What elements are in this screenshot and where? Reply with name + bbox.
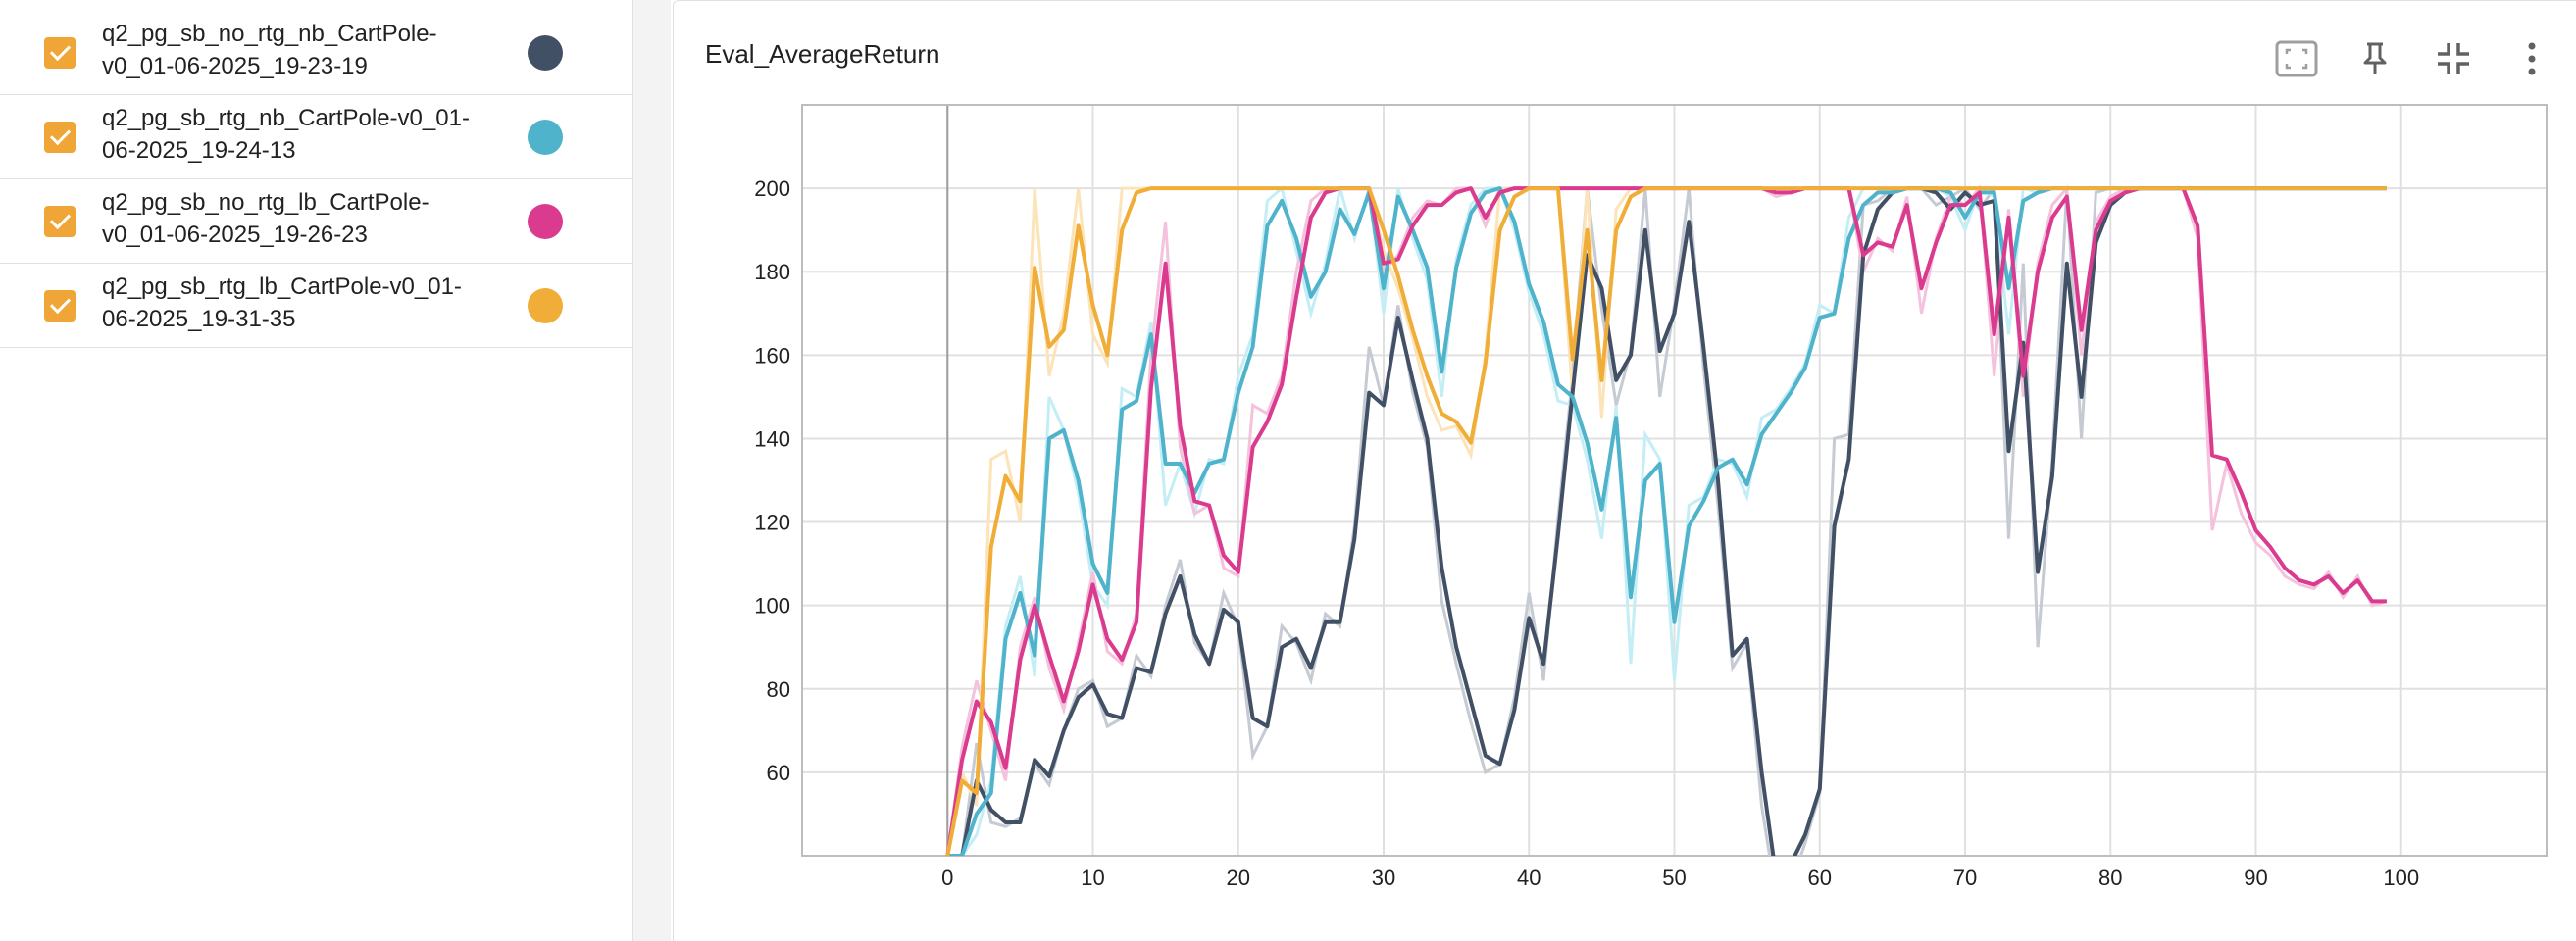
x-tick-label: 40 xyxy=(1517,866,1541,890)
run-label-line1: q2_pg_sb_rtg_nb_CartPole-v0_01- xyxy=(102,105,470,131)
more-vert-icon[interactable] xyxy=(2508,35,2555,82)
run-label: q2_pg_sb_no_rtg_nb_CartPole-v0_01-06-202… xyxy=(102,18,494,82)
pin-icon[interactable] xyxy=(2351,35,2399,82)
run-label: q2_pg_sb_rtg_lb_CartPole-v0_01- 06-2025_1… xyxy=(102,271,494,335)
x-tick-label: 80 xyxy=(2098,866,2122,890)
run-row[interactable]: q2_pg_sb_no_rtg_lb_CartPole-v0_01-06-202… xyxy=(0,180,632,264)
x-tick-label: 0 xyxy=(941,866,953,890)
run-label: q2_pg_sb_no_rtg_lb_CartPole-v0_01-06-202… xyxy=(102,186,494,251)
run-label-line2: v0_01-06-2025_19-23-19 xyxy=(102,53,368,79)
series-line xyxy=(945,186,2387,856)
x-tick-label: 30 xyxy=(1372,866,1395,890)
x-tick-label: 90 xyxy=(2244,866,2267,890)
y-tick-label: 140 xyxy=(754,426,790,451)
run-checkbox[interactable] xyxy=(44,37,76,69)
run-color-swatch[interactable] xyxy=(528,35,563,71)
plot-frame xyxy=(801,104,2548,857)
y-tick-label: 80 xyxy=(767,677,790,702)
run-color-swatch[interactable] xyxy=(528,288,563,323)
y-tick-label: 180 xyxy=(754,260,790,284)
run-checkbox[interactable] xyxy=(44,122,76,153)
run-color-swatch[interactable] xyxy=(528,204,563,239)
y-tick-label: 120 xyxy=(754,511,790,535)
run-label-line2: v0_01-06-2025_19-26-23 xyxy=(102,222,368,248)
y-tick-label: 100 xyxy=(754,594,790,619)
run-label-line2: 06-2025_19-24-13 xyxy=(102,137,296,164)
panel-divider[interactable] xyxy=(633,0,671,941)
x-tick-label: 10 xyxy=(1081,866,1104,890)
run-checkbox[interactable] xyxy=(44,206,76,237)
run-list-sidebar: q2_pg_sb_no_rtg_nb_CartPole-v0_01-06-202… xyxy=(0,0,633,941)
run-row[interactable]: q2_pg_sb_rtg_lb_CartPole-v0_01- 06-2025_1… xyxy=(0,265,632,348)
run-row[interactable]: q2_pg_sb_no_rtg_nb_CartPole-v0_01-06-202… xyxy=(0,12,632,95)
run-checkbox[interactable] xyxy=(44,290,76,322)
fit-domain-icon[interactable] xyxy=(2273,35,2320,82)
run-label-line1: q2_pg_sb_no_rtg_lb_CartPole- xyxy=(102,189,429,216)
run-row[interactable]: q2_pg_sb_rtg_nb_CartPole-v0_01- 06-2025_1… xyxy=(0,96,632,179)
x-tick-label: 50 xyxy=(1662,866,1686,890)
x-tick-label: 20 xyxy=(1227,866,1250,890)
x-tick-label: 70 xyxy=(1953,866,1977,890)
run-label-line2: 06-2025_19-31-35 xyxy=(102,306,296,332)
y-tick-label: 160 xyxy=(754,343,790,368)
run-color-swatch[interactable] xyxy=(528,120,563,155)
run-label-line1: q2_pg_sb_rtg_lb_CartPole-v0_01- xyxy=(102,273,462,300)
run-label: q2_pg_sb_rtg_nb_CartPole-v0_01- 06-2025_1… xyxy=(102,102,494,167)
x-tick-label: 60 xyxy=(1808,866,1832,890)
chart-title: Eval_AverageReturn xyxy=(705,39,940,69)
collapse-icon[interactable] xyxy=(2430,35,2477,82)
y-tick-label: 60 xyxy=(767,761,790,785)
y-tick-label: 200 xyxy=(754,176,790,201)
run-label-line1: q2_pg_sb_no_rtg_nb_CartPole- xyxy=(102,21,437,47)
x-tick-label: 100 xyxy=(2383,866,2419,890)
